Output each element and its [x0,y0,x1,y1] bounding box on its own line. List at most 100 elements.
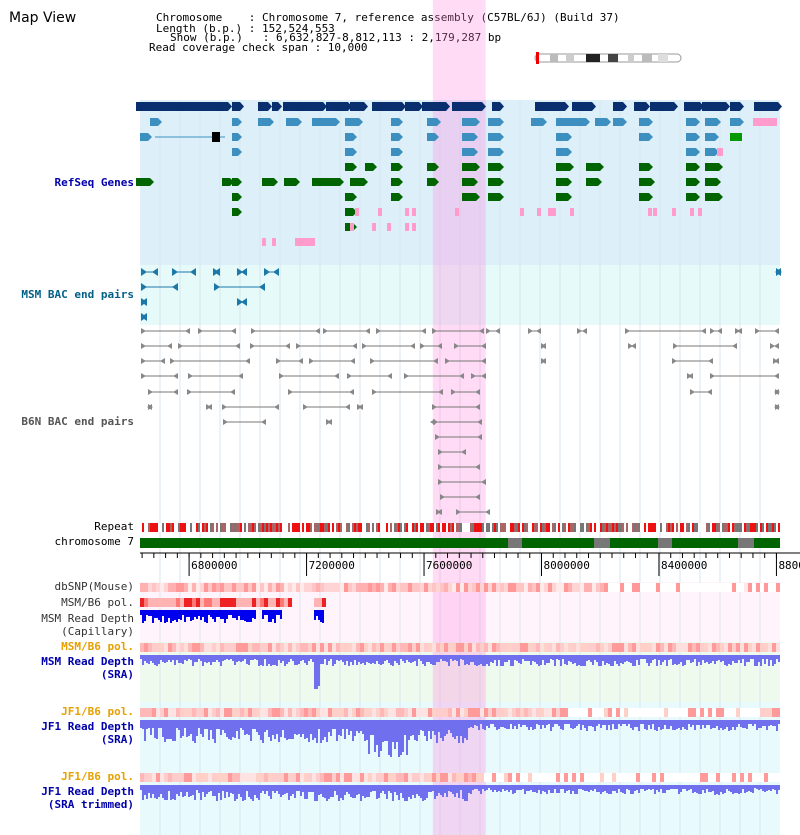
jf1-b6-pol-trimmed-track-cell [520,773,524,782]
dbsnp-track-cell [712,583,716,592]
jf1-b6-pol-trimmed-track-cell [688,773,692,782]
jf1-read-depth-sra-bar [606,720,608,730]
jf1-b6-pol-sra-track-cell [164,708,168,717]
repeat-element [340,523,342,532]
msm-b6-pol-sra-track[interactable] [140,643,780,652]
refseq-gene-features[interactable] [136,102,782,246]
jf1-read-depth-sra[interactable] [140,720,780,757]
msm-read-depth-sra-bar [480,655,482,664]
jf1-read-depth-sra-bar [634,720,636,727]
repeat-element [274,523,276,532]
b6n-bac-end-pairs[interactable] [141,328,780,515]
jf1-read-depth-trimmed[interactable] [140,785,780,801]
jf1-read-depth-trimmed-bar [286,785,288,793]
jf1-read-depth-sra-bar [430,720,432,739]
msm-b6-pol-sra-track-cell [680,643,684,652]
repeat-element [600,523,602,532]
jf1-read-depth-sra-bar [704,720,706,728]
msm-read-depth-sra-bar [250,655,252,660]
dbsnp-track-cell [372,583,376,592]
repeat-element [618,523,620,532]
gene-feature-arrow [607,118,611,126]
msm-read-depth-sra-bar [436,655,438,662]
msm-read-depth-sra-bar [240,655,242,662]
msm-b6-pol-sra-track-cell [420,643,424,652]
msm-read-depth-sra-bar [312,655,314,662]
msm-read-depth-capillary-bar [160,610,162,622]
msm-b6-pol-cell [176,598,180,607]
msm-b6-pol-sra-track-cell [572,643,576,652]
jf1-b6-pol-trimmed-track-cell [508,773,512,782]
jf1-read-depth-sra-bar [722,720,724,730]
msm-b6-pol-capillary-track[interactable] [140,598,326,607]
jf1-read-depth-sra-bar [408,720,410,740]
repeat-element [322,523,324,532]
msm-b6-pol-sra-track-cell [396,643,400,652]
dbsnp-track-cell [516,583,520,592]
jf1-b6-pol-sra-track-cell [748,708,752,717]
jf1-read-depth-sra-bar [646,720,648,730]
gene-feature-arrow [500,193,504,201]
jf1-b6-pol-trimmed-track-cell [728,773,732,782]
dbsnp-track-cell [308,583,312,592]
msm-b6-pol-sra-track-cell [696,643,700,652]
jf1-read-depth-trimmed-bar [232,785,234,794]
dbsnp-track-cell [272,583,276,592]
b6n-bac-pair-end [495,328,500,334]
jf1-read-depth-trimmed-bar [216,785,218,801]
msm-read-depth-capillary[interactable] [140,610,324,623]
dbsnp-track[interactable] [140,583,780,592]
chromosome-gap [658,538,672,548]
repeat-element [534,523,536,532]
msm-read-depth-sra-bar [542,655,544,660]
msm-read-depth-sra-bar [766,655,768,659]
msm-read-depth-sra-bar [530,655,532,665]
jf1-b6-pol-trimmed-track[interactable] [140,773,780,782]
track-label-refseq-genes[interactable]: RefSeq Genes [54,176,134,189]
jf1-b6-pol-trimmed-track-cell [192,773,196,782]
msm-read-depth-sra-bar [376,655,378,661]
msm-b6-pol-sra-track-cell [564,643,568,652]
repeat-element [156,523,158,532]
jf1-b6-pol-trimmed-track-cell [264,773,268,782]
ideogram-band [566,54,574,62]
track-label-b6n-bac-end-pairs[interactable]: B6N BAC end pairs [21,415,134,428]
msm-read-depth-sra[interactable] [140,655,780,689]
repeat-element [266,523,268,532]
repeat-element [252,523,254,532]
repeat-element [546,523,548,532]
repeat-element [736,523,738,532]
jf1-read-depth-trimmed-bar [740,785,742,793]
jf1-read-depth-sra-bar [522,720,524,725]
dbsnp-track-cell [276,583,280,592]
jf1-read-depth-trimmed-bar [142,785,144,800]
msm-read-depth-sra-bar [282,655,284,661]
jf1-read-depth-trimmed-bar [724,785,726,793]
jf1-b6-pol-trimmed-track-cell [244,773,248,782]
jf1-b6-pol-trimmed-track-cell [456,773,460,782]
msm-read-depth-sra-bar [206,655,208,663]
gene-feature [452,102,482,111]
msm-read-depth-sra-bar [578,655,580,665]
msm-read-depth-sra-bar [396,655,398,663]
b6n-bac-pair-end [438,479,443,485]
jf1-b6-pol-trimmed-track-cell [412,773,416,782]
chromosome-ideogram[interactable] [532,52,682,64]
repeat-track[interactable] [140,523,780,532]
msm-read-depth-sra-bar [260,655,262,665]
jf1-read-depth-trimmed-bar [376,785,378,799]
track-label-msm-bac-end-pairs[interactable]: MSM BAC end pairs [21,288,134,301]
repeat-element [206,523,208,532]
msm-read-depth-capillary-bar [276,610,278,615]
b6n-bac-pair-end [577,328,582,334]
gene-feature-arrow [623,118,627,126]
msm-read-depth-sra-bar [622,655,624,664]
jf1-read-depth-sra-bar [274,720,276,739]
chromosome-track[interactable] [140,538,780,548]
jf1-b6-pol-sra-track[interactable] [140,708,780,717]
msm-bac-end-pairs[interactable] [141,268,782,321]
jf1-read-depth-trimmed-bar [628,785,630,790]
jf1-read-depth-trimmed-bar [680,785,682,792]
gene-feature-arrow [696,163,700,171]
